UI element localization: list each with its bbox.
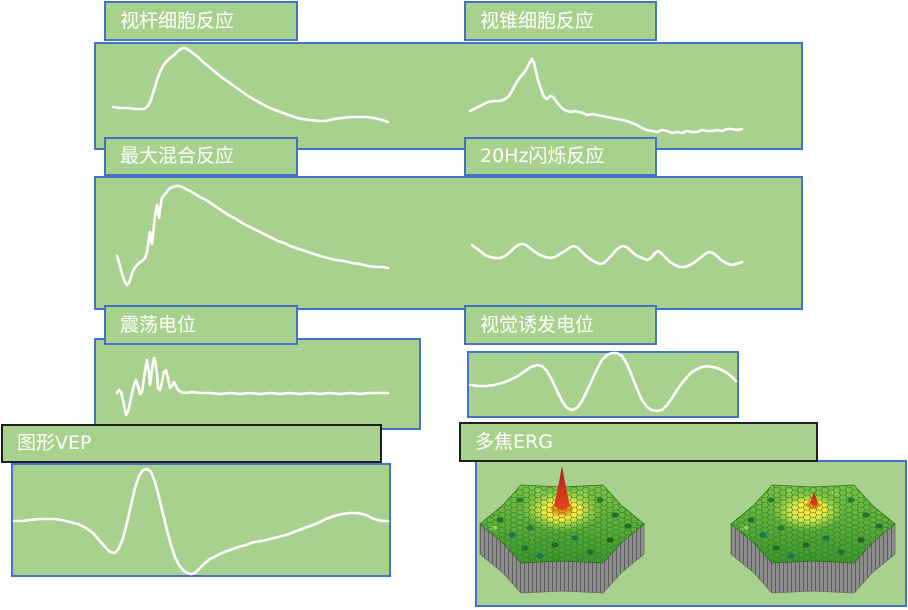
flicker-response-label: 20Hz闪烁反应 [464, 137, 657, 176]
pattern-vep-waveform [12, 467, 390, 576]
rod-response-label-text: 视杆细胞反应 [120, 10, 235, 32]
rod-cone-panel [94, 42, 803, 150]
oscillatory-potentials-waveform [115, 356, 390, 417]
oscillatory-potentials-panel [94, 338, 421, 430]
flicker-response-waveform [470, 242, 744, 269]
max-combined-response-waveform [115, 184, 390, 287]
cone-response-label-text: 视锥细胞反应 [480, 10, 595, 32]
pattern-vep-panel [11, 463, 391, 577]
multifocal-erg-panel [475, 460, 907, 607]
max-combined-response-label: 最大混合反应 [104, 137, 298, 176]
oscillatory-potentials-plot [115, 356, 390, 417]
visual-evoked-potential-waveform [468, 351, 738, 413]
foveal-peak-spike [810, 492, 818, 507]
mferg-surface-right [730, 484, 896, 594]
flicker-response-label-text: 20Hz闪烁反应 [480, 145, 605, 167]
max-flicker-panel [94, 176, 803, 310]
multifocal-erg-plot [479, 466, 896, 594]
rod-response-label: 视杆细胞反应 [104, 1, 298, 41]
cone-response-label: 视锥细胞反应 [464, 1, 657, 41]
visual-evoked-potential-panel [467, 351, 739, 418]
pattern-vep-label: 图形VEP [1, 424, 382, 463]
oscillatory-potentials-label-text: 震荡电位 [120, 314, 197, 336]
pattern-vep-plot [12, 467, 390, 576]
cone-response-waveform [468, 57, 744, 135]
rod-response-waveform [111, 46, 390, 124]
mferg-surface-left [479, 466, 645, 594]
foveal-peak-spike [554, 466, 570, 511]
max-combined-response-label-text: 最大混合反应 [120, 145, 235, 167]
pattern-vep-label-text: 图形VEP [17, 432, 92, 454]
visual-evoked-potential-plot [468, 351, 738, 413]
rod-cone-plot [111, 46, 744, 135]
multifocal-erg-label-text: 多焦ERG [475, 431, 553, 453]
visual-evoked-potential-label: 视觉诱发电位 [464, 305, 657, 345]
visual-evoked-potential-label-text: 视觉诱发电位 [480, 314, 595, 336]
max-flicker-plot [115, 184, 744, 287]
multifocal-erg-label: 多焦ERG [459, 422, 818, 462]
oscillatory-potentials-label: 震荡电位 [104, 305, 298, 345]
